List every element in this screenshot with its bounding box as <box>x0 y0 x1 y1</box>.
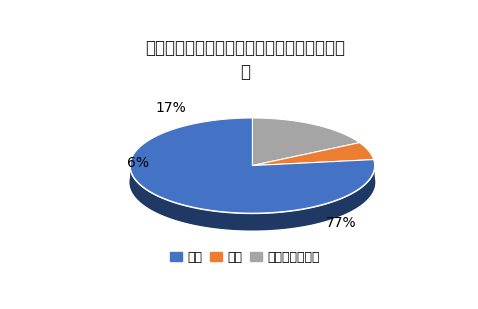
Text: 6%: 6% <box>127 156 149 170</box>
Polygon shape <box>130 166 375 230</box>
Text: 17%: 17% <box>155 101 186 116</box>
Text: カローラフィールダーの乗り心地の満足度調
査: カローラフィールダーの乗り心地の満足度調 査 <box>145 40 345 81</box>
Polygon shape <box>130 118 375 213</box>
Polygon shape <box>252 118 359 166</box>
Text: 77%: 77% <box>326 216 357 230</box>
Legend: 満足, 不満, どちらでもない: 満足, 不満, どちらでもない <box>165 246 325 269</box>
Polygon shape <box>130 135 375 230</box>
Polygon shape <box>252 143 374 166</box>
